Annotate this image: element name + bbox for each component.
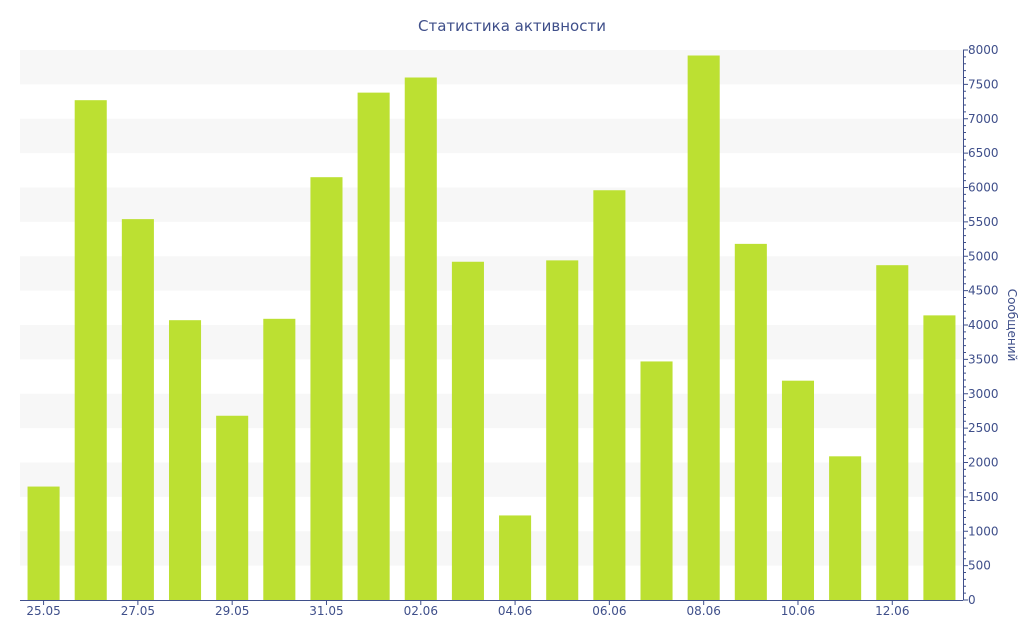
y-tick-label: 3000 <box>968 387 999 401</box>
bar-01.06 <box>357 92 390 600</box>
x-tick-label: 29.05 <box>215 604 249 618</box>
grid-band <box>20 325 963 360</box>
bar-04.06 <box>499 515 532 600</box>
grid-band <box>20 187 963 222</box>
chart-title: Статистика активности <box>418 17 606 35</box>
x-tick-label: 06.06 <box>592 604 626 618</box>
x-tick-label: 08.06 <box>686 604 720 618</box>
bar-11.06 <box>829 456 862 600</box>
grid-band <box>20 256 963 291</box>
y-axis-ticks: 0 500 1000 1500 2000 2500 3000 3500 4000 4500 5000… <box>963 43 999 607</box>
y-tick-label: 7000 <box>968 112 999 126</box>
bar-09.06 <box>734 243 767 600</box>
y-tick-label: 5000 <box>968 249 999 263</box>
bar-03.06 <box>451 261 484 600</box>
y-tick-label: 500 <box>968 559 991 573</box>
y-tick-label: 1500 <box>968 490 999 504</box>
y-tick-label: 4500 <box>968 284 999 298</box>
x-tick-label: 27.05 <box>121 604 155 618</box>
bar-26.05 <box>74 100 107 600</box>
bar-08.06 <box>687 55 720 600</box>
bar-12.06 <box>876 265 909 600</box>
x-tick-label: 31.05 <box>309 604 343 618</box>
x-tick-label: 02.06 <box>404 604 438 618</box>
grid-band <box>20 393 963 429</box>
y-tick-label: 8000 <box>968 43 999 57</box>
x-tick-label: 12.06 <box>875 604 909 618</box>
y-tick-label: 3500 <box>968 352 999 366</box>
bar-06.06 <box>593 190 626 600</box>
x-tick-label: 25.05 <box>26 604 60 618</box>
y-tick-label: 4000 <box>968 318 999 332</box>
x-tick-label: 04.06 <box>498 604 532 618</box>
bar-29.05 <box>216 415 249 600</box>
bar-30.05 <box>263 318 296 600</box>
bar-28.05 <box>168 320 202 600</box>
x-tick-label: 10.06 <box>781 604 815 618</box>
y-tick-label: 6500 <box>968 146 999 160</box>
bar-07.06 <box>640 361 673 600</box>
y-tick-label: 0 <box>968 593 976 607</box>
y-tick-label: 6000 <box>968 181 999 195</box>
grid-band <box>20 118 963 154</box>
y-tick-label: 2000 <box>968 456 999 470</box>
bar-10.06 <box>781 380 815 600</box>
bar-25.05 <box>27 486 60 600</box>
bar-31.05 <box>310 177 343 600</box>
grid-band <box>20 531 963 566</box>
x-axis-ticks: 25.05 27.05 29.05 31.05 02.06 04.06 06.06 08.06… <box>26 600 909 618</box>
bar-02.06 <box>404 77 437 600</box>
bar-27.05 <box>121 219 154 600</box>
bars <box>27 55 956 600</box>
y-tick-label: 5500 <box>968 215 999 229</box>
grid-band <box>20 50 963 85</box>
y-tick-label: 7500 <box>968 77 999 91</box>
grid-band <box>20 462 963 497</box>
bar-05.06 <box>546 260 579 600</box>
y-axis-title: Сообщений <box>1005 289 1019 362</box>
grid-bands <box>20 50 963 566</box>
y-tick-label: 2500 <box>968 421 999 435</box>
y-tick-label: 1000 <box>968 524 999 538</box>
bar-13.06 <box>923 315 956 600</box>
